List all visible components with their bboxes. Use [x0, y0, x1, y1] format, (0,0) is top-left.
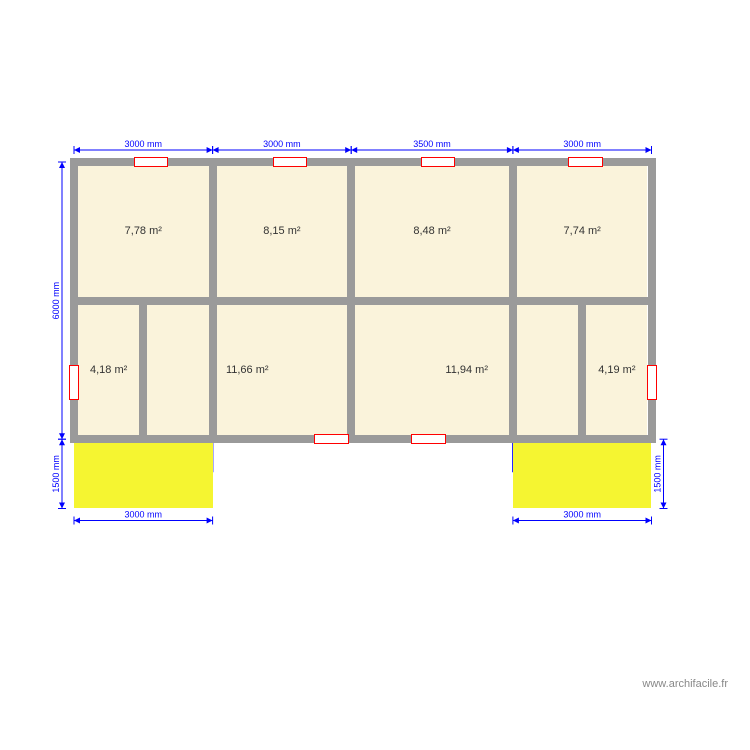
room-area-label: 8,15 m²: [263, 225, 300, 237]
floorplan-canvas: 3000 mm 3000 mm 3500 mm 3000 mm 3000 mm 3000 …: [0, 0, 750, 750]
dimension-label: 3000 mm: [125, 510, 163, 520]
dimension-label: 6000 mm: [51, 282, 61, 320]
window: [421, 157, 455, 167]
window: [69, 365, 79, 399]
room-area-label: 7,74 m²: [564, 225, 601, 237]
window: [314, 434, 348, 444]
dimension-label: 3000 mm: [563, 510, 601, 520]
dimension-label: 3000 mm: [125, 139, 163, 149]
window: [411, 434, 445, 444]
room-r3: 8,48 m²: [355, 166, 509, 297]
room-r1: 7,78 m²: [78, 166, 209, 297]
dimension-label: 1500 mm: [51, 455, 61, 493]
window: [568, 157, 602, 167]
wall-v: [578, 297, 586, 444]
room-area-label: 7,78 m²: [125, 225, 162, 237]
dimension-label: 1500 mm: [653, 455, 663, 493]
room-area-label: 11,66 m²: [226, 364, 269, 376]
room-r7: 11,94 m²: [355, 305, 578, 436]
room-r4: 7,74 m²: [517, 166, 648, 297]
wall-v: [509, 158, 517, 443]
room-area-label: 8,48 m²: [413, 225, 450, 237]
wall-h: [70, 297, 656, 305]
wall-v: [347, 158, 355, 443]
room-r6: 11,66 m²: [147, 305, 347, 436]
room-area-label: 4,19 m²: [598, 364, 635, 376]
room-r2: 8,15 m²: [217, 166, 348, 297]
wall-v: [70, 158, 78, 443]
dimension-label: 3500 mm: [413, 139, 451, 149]
window: [273, 157, 307, 167]
window: [647, 365, 657, 399]
patio: [513, 439, 652, 508]
wall-h: [70, 435, 656, 443]
room-r8: 4,19 m²: [586, 305, 647, 436]
room-area-label: 4,18 m²: [90, 364, 127, 376]
wall-v: [209, 158, 217, 443]
room-r5: 4,18 m²: [78, 305, 139, 436]
wall-v: [139, 297, 147, 444]
window: [134, 157, 168, 167]
patio: [74, 439, 213, 508]
credit-link[interactable]: www.archifacile.fr: [642, 678, 728, 690]
dimension-label: 3000 mm: [263, 139, 301, 149]
dimension-label: 3000 mm: [563, 139, 601, 149]
wall-v: [648, 158, 656, 443]
room-area-label: 11,94 m²: [445, 364, 488, 376]
